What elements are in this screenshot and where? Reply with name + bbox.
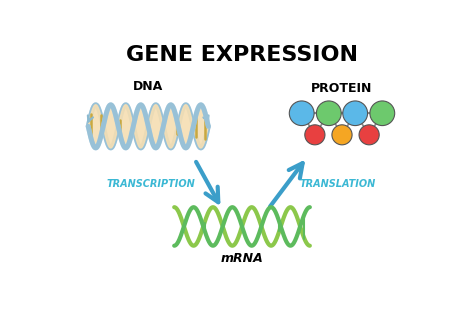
Text: PROTEIN: PROTEIN — [311, 82, 373, 95]
Circle shape — [370, 101, 394, 126]
Circle shape — [332, 125, 352, 145]
Text: TRANSLATION: TRANSLATION — [300, 179, 376, 189]
Circle shape — [305, 125, 325, 145]
Text: mRNA: mRNA — [220, 252, 263, 265]
Text: DNA: DNA — [133, 80, 163, 93]
Text: GENE EXPRESSION: GENE EXPRESSION — [126, 45, 358, 65]
Text: TRANSCRIPTION: TRANSCRIPTION — [106, 179, 195, 189]
Circle shape — [316, 101, 341, 126]
Circle shape — [289, 101, 314, 126]
Circle shape — [343, 101, 368, 126]
Circle shape — [359, 125, 379, 145]
